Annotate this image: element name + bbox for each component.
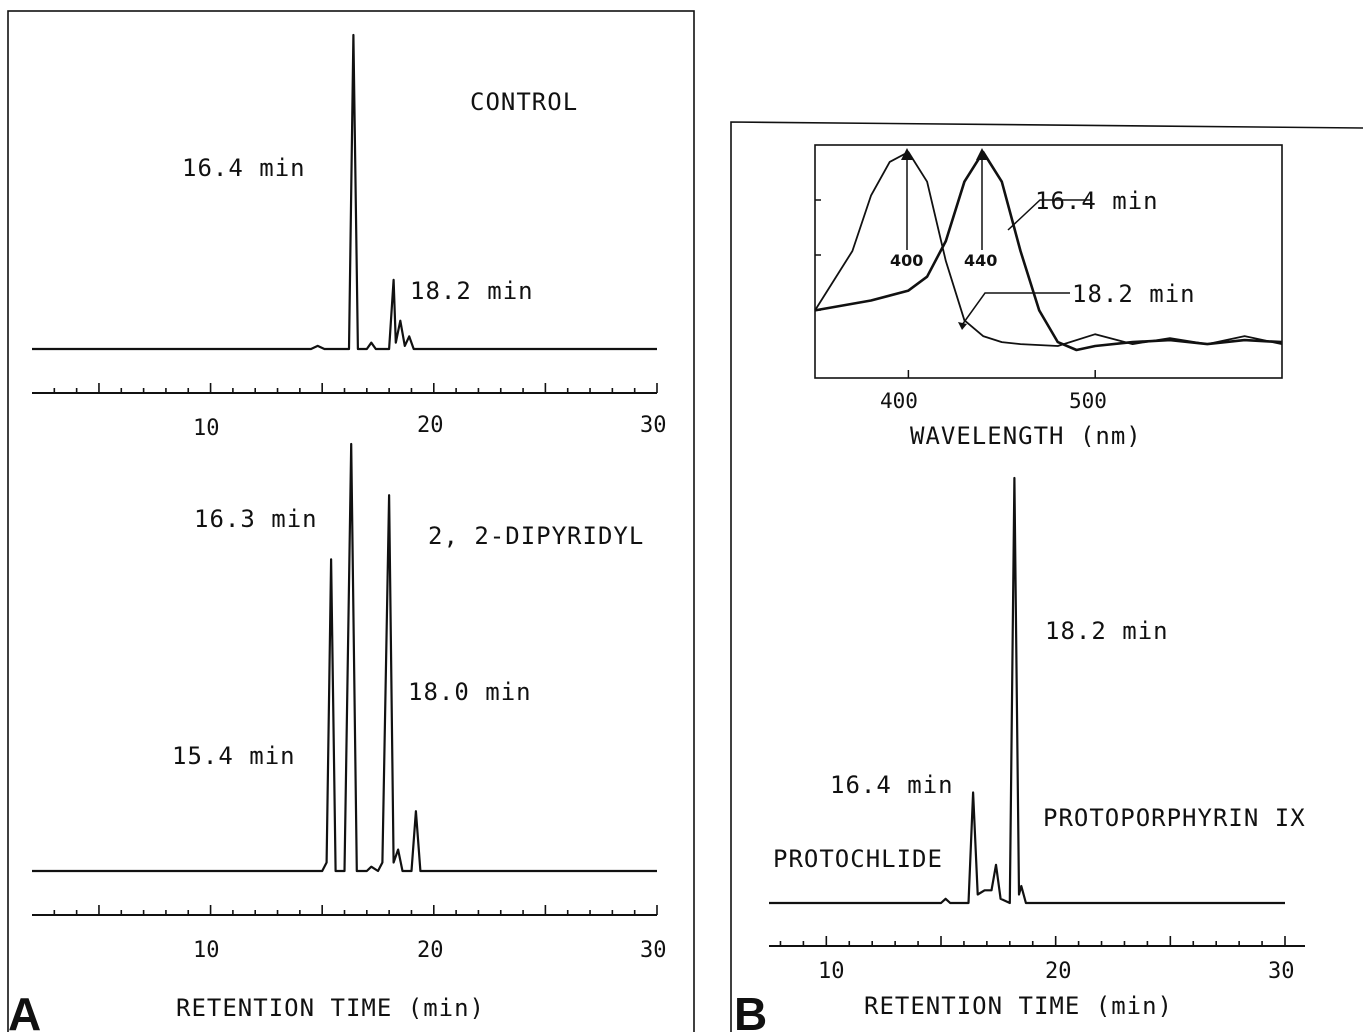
control-peak-label-16-4: 16.4 min bbox=[182, 154, 306, 182]
dipyridyl-tick-label-20: 20 bbox=[417, 938, 444, 963]
dipyridyl-tick-label-10: 10 bbox=[193, 938, 220, 963]
dipyridyl-peak-label-16-3: 16.3 min bbox=[194, 505, 318, 533]
control-peak-label-18-2: 18.2 min bbox=[410, 277, 534, 305]
legend-arrow-18-2 bbox=[958, 322, 967, 330]
control-tick-label-10: 10 bbox=[193, 416, 220, 441]
marker-arrow-400 bbox=[901, 148, 913, 160]
control-chromatogram: CONTROL 16.4 min 18.2 min 10 20 30 bbox=[32, 33, 667, 441]
inset-tick-label-400: 400 bbox=[880, 389, 918, 413]
panel-b-tick-label-10: 10 bbox=[818, 959, 845, 984]
panel-a-letter: A bbox=[8, 988, 41, 1032]
control-trace bbox=[32, 33, 657, 351]
marker-arrow-440 bbox=[976, 148, 988, 160]
dipyridyl-trace bbox=[32, 442, 657, 873]
legend-leader-16-4 bbox=[1007, 199, 1090, 231]
panel-b-tick-label-30: 30 bbox=[1268, 959, 1295, 984]
dipyridyl-peak-label-18-0: 18.0 min bbox=[408, 678, 532, 706]
inset-tick-label-500: 500 bbox=[1069, 389, 1107, 413]
panel-b-peak-label-18-2: 18.2 min bbox=[1045, 617, 1169, 645]
dipyridyl-tick-label-30: 30 bbox=[640, 938, 667, 963]
panel-b: 400 440 16.4 min 18.2 min 400 500 WAVELE… bbox=[730, 121, 1363, 1032]
inset-spectrum-18-2 bbox=[814, 151, 1283, 347]
panel-b-peak-label-16-4: 16.4 min bbox=[830, 771, 954, 799]
panel-b-chromatogram: 18.2 min 16.4 min PROTOPORPHYRIN IX PROT… bbox=[769, 476, 1306, 984]
inset-x-axis-title: WAVELENGTH (nm) bbox=[910, 422, 1142, 450]
compound-label-protoporphyrin: PROTOPORPHYRIN IX bbox=[1043, 804, 1306, 832]
panel-b-x-axis-title: RETENTION TIME (min) bbox=[864, 992, 1173, 1020]
control-title: CONTROL bbox=[470, 88, 578, 116]
control-x-axis-ticks bbox=[53, 383, 658, 393]
panel-b-frame bbox=[730, 121, 1363, 1032]
inset-spectrum-16-4 bbox=[814, 150, 1283, 352]
panel-a-frame bbox=[7, 10, 695, 1032]
marker-label-440: 440 bbox=[964, 251, 997, 270]
marker-label-400: 400 bbox=[890, 251, 923, 270]
panel-b-tick-label-20: 20 bbox=[1045, 959, 1072, 984]
control-tick-label-30: 30 bbox=[640, 413, 667, 438]
compound-label-protochlide: PROTOCHLIDE bbox=[773, 845, 943, 873]
panel-a-x-axis-title: RETENTION TIME (min) bbox=[176, 994, 485, 1022]
legend-label-18-2: 18.2 min bbox=[1072, 280, 1196, 308]
panel-b-x-axis-ticks bbox=[779, 936, 1286, 946]
dipyridyl-title: 2, 2-DIPYRIDYL bbox=[428, 522, 644, 550]
panel-b-trace bbox=[769, 476, 1285, 905]
legend-label-16-4: 16.4 min bbox=[1035, 187, 1159, 215]
dipyridyl-x-axis-ticks bbox=[53, 905, 658, 915]
panel-b-letter: B bbox=[734, 988, 767, 1032]
legend-leader-18-2 bbox=[961, 292, 1070, 326]
absorbance-spectrum-inset: 400 440 16.4 min 18.2 min 400 500 WAVELE… bbox=[814, 144, 1283, 450]
control-tick-label-20: 20 bbox=[417, 413, 444, 438]
dipyridyl-peak-label-15-4: 15.4 min bbox=[172, 742, 296, 770]
dipyridyl-chromatogram: 2, 2-DIPYRIDYL 16.3 min 18.0 min 15.4 mi… bbox=[32, 442, 667, 963]
panel-a: CONTROL 16.4 min 18.2 min 10 20 30 2, 2-… bbox=[7, 10, 695, 1032]
inset-frame bbox=[814, 144, 1283, 379]
